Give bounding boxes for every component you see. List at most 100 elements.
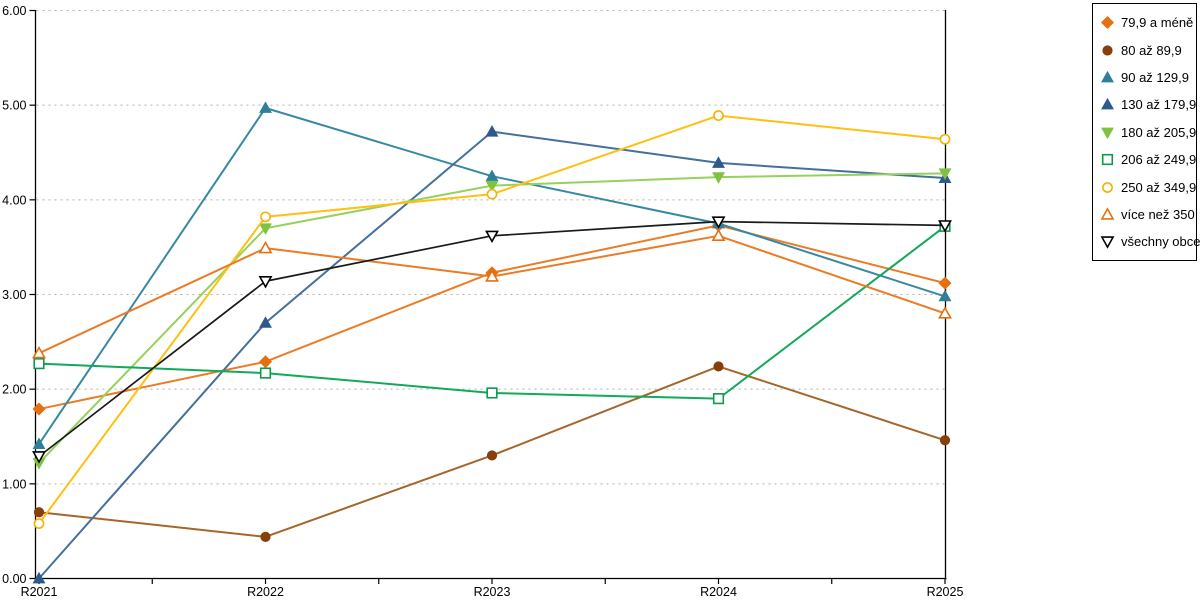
triangle-down-open-marker: [711, 216, 726, 229]
triangle-up-filled-legend-icon: [1101, 70, 1114, 83]
legend-item-label: 130 až 179,9: [1121, 97, 1197, 113]
square-open-marker: [259, 367, 272, 379]
square-open-marker: [33, 358, 45, 370]
diamond-filled-legend-icon: [1100, 16, 1115, 30]
triangle-up-open-marker: [1100, 207, 1115, 220]
triangle-up-filled-marker: [259, 101, 272, 113]
x-axis-category-label: R2021: [21, 585, 58, 599]
diamond-filled-marker: [938, 276, 952, 290]
x-axis-category-label: R2023: [474, 585, 511, 599]
circle-open-marker: [33, 518, 45, 529]
series-4: [32, 125, 952, 584]
legend-item-label: 79,9 a méně: [1121, 15, 1194, 31]
legend-item: 130 až 179,9: [1100, 91, 1196, 118]
legend-item-label: více než 350: [1121, 206, 1195, 222]
square-open-legend-icon: [1101, 154, 1114, 166]
series-9: [32, 216, 952, 464]
legend: 79,9 a méně 80 až 89,9 90 až 129,9 130 až 1…: [1092, 3, 1200, 261]
series-2: [33, 361, 951, 542]
circle-open-marker: [1102, 181, 1113, 193]
series-line: [38, 172, 946, 465]
triangle-up-filled-marker: [712, 156, 725, 168]
gridlines: [36, 10, 945, 485]
square-open-marker: [712, 393, 725, 405]
circle-filled-marker: [33, 507, 45, 518]
square-open-marker: [1101, 154, 1114, 166]
diamond-filled-marker: [1100, 16, 1115, 30]
diamond-filled-marker: [258, 355, 273, 369]
circle-filled-marker: [713, 361, 724, 372]
legend-item-label: 206 až 249,9: [1121, 152, 1197, 168]
triangle-up-filled-marker: [938, 289, 952, 302]
axes: [29, 9, 947, 584]
x-axis-category-label: R2025: [927, 585, 964, 599]
triangle-up-filled-marker: [259, 316, 272, 328]
circle-filled-legend-icon: [1102, 44, 1113, 56]
legend-item-label: 90 až 129,9: [1121, 69, 1189, 85]
y-axis-tick-label: 1.00: [2, 477, 26, 491]
circle-open-marker: [939, 133, 951, 145]
triangle-down-filled-marker: [938, 168, 952, 180]
y-axis-tick-label: 3.00: [2, 288, 26, 302]
legend-item: 80 až 89,9: [1100, 36, 1192, 63]
triangle-up-open-marker: [938, 306, 952, 319]
legend-item: všechny obce: [1100, 228, 1200, 255]
legend-item: 250 až 349,9: [1100, 173, 1196, 200]
triangle-up-open-marker: [32, 345, 46, 359]
circle-open-marker: [713, 110, 724, 121]
axis-labels: 0.00 1.00 2.00 3.00 4.00 5.00 6.00 R2021 R2022 R2…: [2, 4, 963, 599]
series-7: [33, 110, 951, 529]
legend-item-label: 180 až 205,9: [1121, 124, 1197, 140]
legend-item: 90 až 129,9: [1100, 64, 1192, 91]
legend-item: 79,9 a méně: [1100, 9, 1194, 36]
triangle-up-open-marker: [485, 269, 499, 282]
triangle-up-open-marker: [258, 240, 273, 254]
y-axis-tick-label: 6.00: [2, 4, 26, 18]
x-axis-category-label: R2024: [700, 585, 737, 599]
triangle-up-filled-marker: [485, 125, 499, 137]
legend-item: 180 až 205,9: [1100, 119, 1196, 146]
circle-filled-marker: [1102, 44, 1113, 56]
triangle-up-filled-marker: [32, 437, 46, 449]
triangle-down-open-marker: [485, 230, 499, 244]
legend-item-label: 250 až 349,9: [1121, 179, 1197, 195]
y-axis-tick-label: 5.00: [2, 99, 26, 113]
circle-filled-marker: [486, 450, 498, 461]
triangle-up-filled-marker: [1101, 98, 1114, 110]
series-lines: [32, 101, 952, 584]
triangle-down-filled-marker: [259, 223, 272, 235]
circle-open-marker: [486, 188, 498, 200]
circle-open-marker: [260, 211, 271, 223]
circle-filled-marker: [939, 435, 951, 446]
triangle-up-filled-legend-icon: [1101, 98, 1114, 110]
circle-filled-marker: [260, 531, 271, 542]
series-8: [32, 228, 952, 359]
triangle-down-open-marker: [258, 276, 273, 289]
x-axis-category-label: R2022: [247, 585, 284, 599]
triangle-down-filled-marker: [1101, 127, 1114, 139]
circle-open-legend-icon: [1102, 181, 1113, 193]
triangle-up-filled-marker: [485, 169, 499, 182]
triangle-down-open-marker: [32, 451, 46, 464]
triangle-down-filled-marker: [712, 172, 725, 184]
y-axis-tick-label: 2.00: [2, 383, 26, 397]
y-axis-tick-label: 4.00: [2, 193, 26, 207]
legend-item: 206 až 249,9: [1100, 146, 1196, 173]
triangle-up-open-legend-icon: [1100, 207, 1115, 220]
triangle-up-filled-marker: [32, 571, 46, 584]
triangle-down-open-marker: [1100, 236, 1115, 250]
y-axis-tick-label: 0.00: [2, 572, 26, 586]
triangle-down-filled-legend-icon: [1101, 127, 1114, 139]
square-open-marker: [486, 387, 498, 399]
triangle-down-filled-marker: [485, 180, 499, 193]
legend-item-label: 80 až 89,9: [1121, 42, 1182, 58]
diamond-filled-marker: [32, 402, 46, 416]
series-5: [32, 168, 952, 470]
triangle-down-open-legend-icon: [1100, 236, 1115, 250]
legend-item: více než 350: [1100, 201, 1195, 228]
triangle-up-filled-marker: [1101, 70, 1114, 83]
triangle-down-open-marker: [938, 220, 952, 233]
legend-item-label: všechny obce: [1121, 234, 1200, 250]
